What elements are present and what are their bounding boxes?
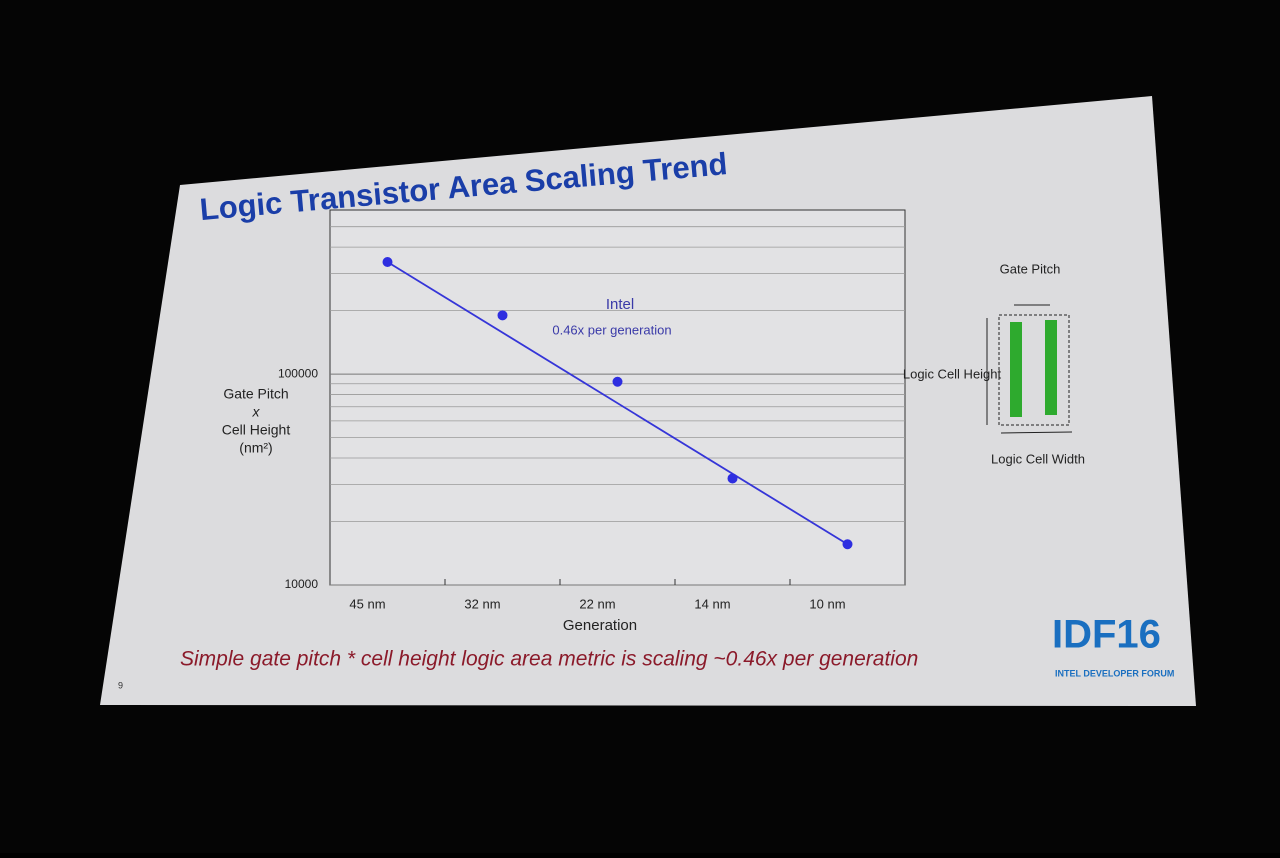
x-tick-label: 14 nm [694, 596, 730, 611]
y-axis-label-line: (nm²) [239, 440, 272, 456]
slide-number: 9 [118, 680, 123, 690]
data-point [497, 310, 508, 321]
data-point [612, 376, 623, 387]
data-point [727, 473, 738, 484]
data-point [842, 539, 853, 550]
arrow [1000, 431, 1073, 434]
x-tick-label: 32 nm [464, 596, 500, 611]
y-tick-label: 100000 [278, 366, 318, 380]
y-axis-label-line: Cell Height [222, 422, 291, 438]
gate-pitch-label: Gate Pitch [1000, 261, 1061, 276]
x-axis-label: Generation [563, 617, 637, 634]
x-tick-label: 22 nm [579, 596, 615, 611]
caption: Simple gate pitch * cell height logic ar… [180, 648, 918, 671]
cell-outline [998, 314, 1070, 426]
cell-diagram: Gate Pitch Logic Cell Height Logic Cell … [903, 261, 1085, 466]
series-label: Intel [606, 296, 634, 313]
x-tick-label: 45 nm [349, 596, 385, 611]
logo: IDF16 [1052, 613, 1161, 657]
y-axis-label: Gate Pitch x Cell Height (nm²) [222, 386, 291, 456]
x-tick-label: 10 nm [809, 596, 845, 611]
cell-height-label: Logic Cell Height [903, 366, 1002, 381]
logo-subtitle: INTEL DEVELOPER FORUM [1055, 668, 1174, 678]
trend-label: 0.46x per generation [552, 322, 671, 337]
plot [329, 209, 906, 586]
plot-frame [329, 209, 906, 586]
gate [1010, 322, 1022, 417]
cell-width-label: Logic Cell Width [991, 451, 1085, 466]
y-tick-label: 10000 [285, 577, 319, 591]
y-axis-label-line: Gate Pitch [223, 386, 288, 402]
gate [1045, 320, 1057, 415]
y-axis-label-line: x [252, 404, 261, 420]
trend-line [387, 261, 848, 546]
data-point [382, 257, 393, 268]
